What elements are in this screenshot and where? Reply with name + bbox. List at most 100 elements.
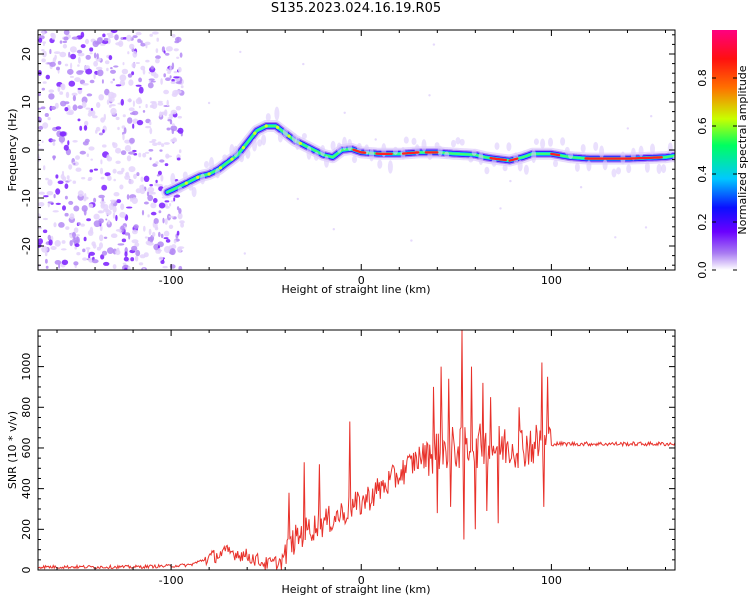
noise-speck bbox=[148, 78, 155, 81]
noise-speck bbox=[157, 141, 162, 146]
noise-speck bbox=[47, 117, 51, 121]
track-halo bbox=[599, 145, 605, 159]
noise-speck bbox=[45, 177, 49, 181]
noise-speck bbox=[98, 94, 104, 101]
noise-speck bbox=[55, 174, 59, 179]
noise-speck bbox=[132, 51, 138, 58]
noise-speck bbox=[104, 60, 110, 65]
noise-speck bbox=[64, 212, 69, 217]
noise-speck bbox=[92, 243, 97, 249]
noise-speck bbox=[137, 97, 142, 102]
noise-speck bbox=[132, 123, 135, 129]
noise-speck bbox=[145, 240, 151, 245]
noise-speck bbox=[110, 107, 117, 115]
track-halo bbox=[580, 143, 586, 153]
noise-speck bbox=[61, 240, 66, 244]
noise-speck bbox=[174, 90, 182, 94]
noise-speck bbox=[106, 67, 109, 72]
noise-speck bbox=[128, 151, 135, 155]
noise-speck bbox=[38, 156, 41, 162]
noise-speck bbox=[170, 200, 174, 203]
noise-speck bbox=[116, 199, 122, 204]
colorbar-tick-label: 0.0 bbox=[696, 261, 709, 279]
noise-speck bbox=[119, 74, 127, 82]
noise-speck bbox=[296, 197, 299, 201]
noise-speck bbox=[166, 68, 170, 72]
noise-speck bbox=[128, 179, 134, 185]
noise-speck bbox=[153, 198, 158, 203]
track-halo bbox=[182, 171, 188, 180]
track-halo bbox=[215, 167, 221, 179]
noise-speck bbox=[136, 172, 140, 177]
track-halo bbox=[638, 145, 644, 157]
noise-speck bbox=[67, 179, 72, 182]
noise-speck bbox=[52, 141, 56, 146]
noise-speck bbox=[169, 203, 172, 207]
noise-speck bbox=[164, 200, 170, 203]
noise-speck bbox=[72, 180, 77, 184]
noise-speck bbox=[158, 256, 164, 261]
track-halo bbox=[306, 146, 312, 160]
track-halo bbox=[294, 136, 300, 150]
noise-speck bbox=[77, 87, 83, 90]
noise-speck bbox=[180, 222, 185, 228]
noise-speck bbox=[131, 62, 136, 68]
noise-speck bbox=[78, 56, 81, 64]
noise-speck bbox=[71, 92, 78, 97]
track-halo bbox=[222, 154, 228, 161]
noise-speck bbox=[77, 118, 81, 122]
x-tick-label: -100 bbox=[159, 274, 184, 287]
noise-speck bbox=[243, 252, 246, 255]
noise-speck bbox=[93, 168, 98, 171]
noise-speck bbox=[61, 259, 69, 265]
noise-speck bbox=[55, 202, 61, 205]
noise-speck bbox=[650, 115, 653, 118]
noise-speck bbox=[95, 126, 101, 132]
track-peak bbox=[253, 131, 257, 135]
noise-speck bbox=[107, 175, 112, 181]
noise-speck bbox=[140, 42, 146, 47]
noise-speck bbox=[93, 73, 96, 80]
y-tick-label: 600 bbox=[20, 437, 33, 458]
track-halo bbox=[616, 167, 621, 175]
noise-speck bbox=[85, 68, 93, 75]
noise-speck bbox=[77, 52, 85, 57]
noise-speck bbox=[98, 210, 103, 214]
noise-speck bbox=[70, 62, 73, 69]
noise-speck bbox=[135, 249, 141, 257]
noise-speck bbox=[86, 218, 91, 222]
track-halo bbox=[506, 142, 512, 152]
colorbar: 0.0 0.2 0.4 0.6 0.8 Normalized spectral ampl… bbox=[696, 30, 749, 279]
noise-speck bbox=[38, 143, 41, 147]
track-peak bbox=[207, 172, 211, 176]
noise-speck bbox=[48, 89, 55, 93]
noise-speck bbox=[113, 178, 116, 182]
noise-speck bbox=[121, 167, 125, 173]
noise-speck bbox=[51, 33, 56, 40]
noise-speck bbox=[159, 111, 163, 118]
track-halo bbox=[369, 148, 375, 162]
colorbar-label: Normalized spectral amplitude bbox=[736, 65, 749, 234]
noise-speck bbox=[124, 267, 128, 270]
noise-speck bbox=[84, 65, 89, 70]
noise-speck bbox=[332, 228, 335, 231]
noise-speck bbox=[169, 119, 173, 125]
noise-speck bbox=[171, 62, 175, 70]
noise-speck bbox=[171, 128, 174, 135]
noise-speck bbox=[432, 43, 436, 46]
noise-speck bbox=[98, 218, 104, 224]
noise-speck bbox=[38, 37, 43, 43]
noise-speck bbox=[101, 79, 104, 84]
noise-speck bbox=[89, 79, 95, 84]
track-halo bbox=[336, 142, 342, 153]
track-halo bbox=[393, 146, 398, 155]
noise-speck bbox=[51, 139, 56, 142]
noise-speck bbox=[55, 188, 61, 195]
noise-speck bbox=[164, 218, 168, 225]
noise-speck bbox=[76, 49, 83, 54]
noise-speck bbox=[179, 220, 185, 224]
noise-speck bbox=[173, 194, 181, 198]
noise-speck bbox=[176, 157, 181, 161]
